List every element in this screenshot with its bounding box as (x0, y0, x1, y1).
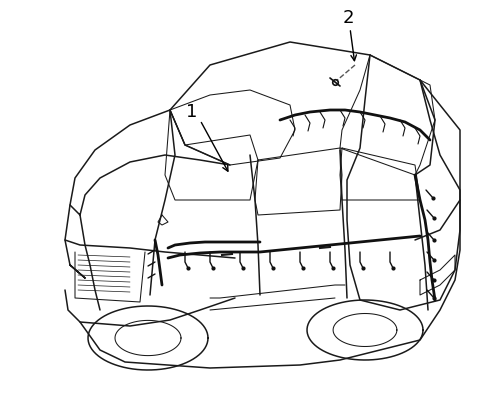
Text: 2: 2 (342, 9, 354, 27)
Text: 1: 1 (186, 103, 198, 121)
